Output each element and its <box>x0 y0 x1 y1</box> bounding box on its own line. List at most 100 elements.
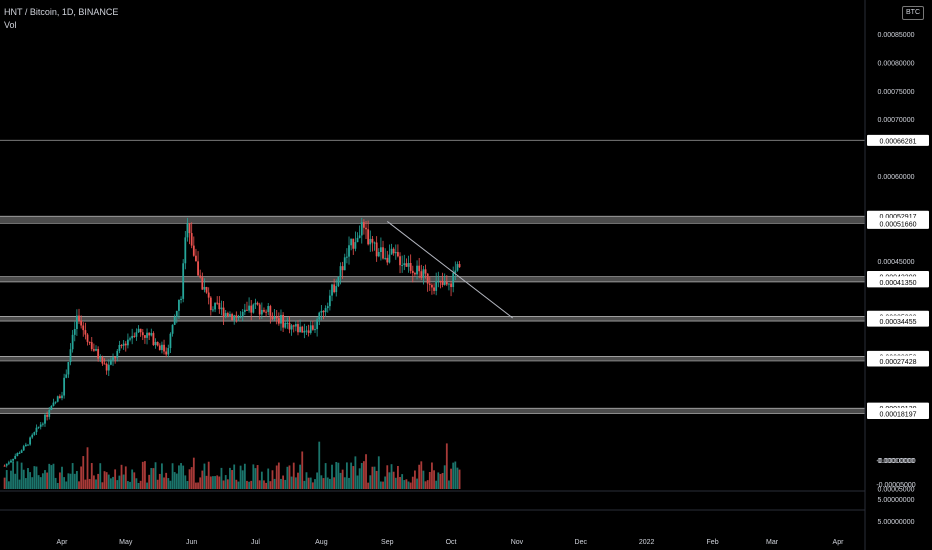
volume-bar <box>18 479 21 489</box>
symbol-title[interactable]: HNT / Bitcoin, 1D, BINANCE <box>4 7 119 17</box>
candle-body <box>290 325 293 330</box>
volume-label[interactable]: Vol <box>4 20 17 30</box>
candle-body <box>44 414 46 424</box>
volume-bar <box>67 473 70 489</box>
volume-bar <box>52 463 55 489</box>
volume-bar <box>250 480 253 489</box>
volume-bar <box>124 466 127 489</box>
volume-bar <box>199 477 202 489</box>
volume-bar <box>158 473 161 489</box>
trendline[interactable] <box>386 221 514 319</box>
candle-body <box>443 282 446 285</box>
candle-body <box>239 316 242 318</box>
time-tick-label: Jul <box>251 539 260 546</box>
candle-body <box>41 423 44 425</box>
candle-body <box>229 314 231 317</box>
volume-bar <box>231 470 233 489</box>
volume-bar <box>420 461 423 489</box>
candle-body <box>445 282 448 285</box>
volume-bar <box>175 473 178 489</box>
candle-body <box>286 322 289 324</box>
candle-body <box>373 242 376 244</box>
candle-body <box>226 313 229 317</box>
volume-bar <box>307 477 310 489</box>
candle-body <box>231 314 233 320</box>
candle-body <box>158 345 161 350</box>
volume-bar <box>39 477 42 489</box>
candle-body <box>190 233 193 246</box>
candle-body <box>260 309 263 315</box>
volume-bar <box>169 480 172 489</box>
candle-body <box>33 432 36 435</box>
volume-bar <box>246 480 248 489</box>
candle-body <box>454 270 457 273</box>
volume-bar <box>380 481 382 489</box>
volume-bar <box>328 478 331 489</box>
volume-bar <box>46 472 49 489</box>
candle-body <box>382 247 384 259</box>
candle-body <box>337 276 340 287</box>
volume-bar <box>373 466 376 489</box>
volume-bar <box>273 478 276 489</box>
volume-bar <box>178 465 180 489</box>
candle-body <box>46 414 49 417</box>
volume-bar <box>345 462 348 489</box>
candle-body <box>116 350 119 358</box>
candle-body <box>356 237 359 243</box>
candle-body <box>75 315 78 330</box>
volume-bar <box>439 473 442 489</box>
zone-0[interactable] <box>0 216 865 224</box>
zone-4[interactable] <box>0 408 865 414</box>
zone-2[interactable] <box>0 316 865 322</box>
volume-bar <box>441 472 444 489</box>
volume-bar <box>71 463 74 489</box>
volume-bar <box>299 464 302 489</box>
volume-bar <box>365 454 367 489</box>
volume-bar <box>73 473 76 489</box>
candle-body <box>362 222 365 228</box>
candle-body <box>184 237 187 264</box>
candle-body <box>161 344 163 350</box>
volume-bar <box>241 470 244 489</box>
volume-bar <box>275 465 278 489</box>
candle-body <box>214 302 216 310</box>
candle-body <box>258 304 261 315</box>
volume-bar <box>14 473 17 489</box>
volume-bar <box>418 464 421 489</box>
zone-3[interactable] <box>0 356 865 362</box>
volume-bar <box>127 481 129 489</box>
volume-bar <box>252 464 255 489</box>
price-tick-label: 0.00075000 <box>878 89 915 96</box>
volume-bar <box>148 474 151 489</box>
candle-body <box>54 401 57 403</box>
candle-body <box>282 314 285 328</box>
volume-bar <box>197 482 199 489</box>
volume-bar <box>226 479 229 489</box>
volume-bar <box>224 475 227 489</box>
volume-bar <box>377 456 380 489</box>
price-axis[interactable]: 0.00085000 0.00080000 0.00075000 0.00070000… <box>878 32 915 493</box>
candle-body <box>233 315 236 320</box>
volume-bar <box>324 463 327 489</box>
candle-body <box>322 310 325 313</box>
volume-bar <box>163 477 165 489</box>
candle-body <box>73 329 76 335</box>
time-tick-label: Nov <box>511 539 524 546</box>
volume-bar <box>95 479 97 489</box>
candle-body <box>112 357 114 360</box>
candle-body <box>243 309 246 312</box>
candle-body <box>335 286 338 293</box>
volume-bar <box>212 476 214 489</box>
volume-bar <box>184 475 187 489</box>
candle-body <box>433 287 435 291</box>
volume-bar <box>435 480 438 489</box>
currency-badge[interactable]: BTC <box>902 6 924 20</box>
time-axis[interactable]: Apr May Jun Jul Aug Sep Oct Nov Dec 2022 Feb Mar Apr <box>57 539 845 546</box>
volume-bar <box>290 476 293 489</box>
zone-1[interactable] <box>0 276 865 282</box>
volume-bar <box>173 472 176 489</box>
volume-bar <box>343 477 346 489</box>
lower-tick-label: 5.00000000 <box>878 519 915 526</box>
volume-bar <box>282 475 285 489</box>
